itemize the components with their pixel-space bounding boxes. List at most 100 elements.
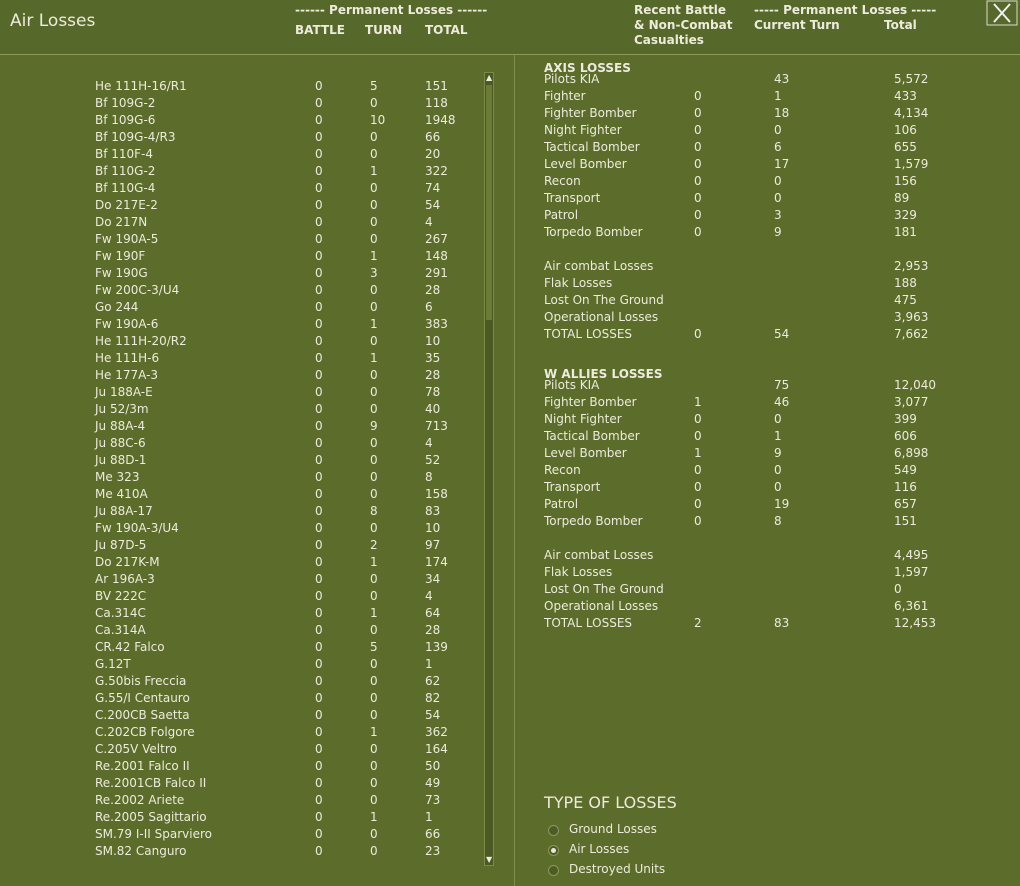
loss-value: 0 (315, 232, 323, 246)
loss-value: 0 (774, 480, 782, 494)
loss-value: 73 (425, 793, 441, 807)
loss-value: 66 (425, 130, 441, 144)
loss-value: 0 (694, 497, 702, 511)
loss-value: 64 (425, 606, 441, 620)
loss-value: 549 (894, 463, 917, 477)
loss-value: 0 (370, 572, 378, 586)
aircraft-name: Bf 109G-6 (95, 113, 156, 127)
loss-value: 0 (370, 181, 378, 195)
aircraft-name: Go 244 (95, 300, 139, 314)
loss-value: 0 (315, 283, 323, 297)
loss-value: 50 (425, 759, 441, 773)
loss-value: 8 (774, 514, 782, 528)
loss-value: 0 (694, 191, 702, 205)
radio-label: Ground Losses (569, 822, 657, 836)
loss-value: 1,597 (894, 565, 929, 579)
loss-value: 118 (425, 96, 448, 110)
loss-value: 475 (894, 293, 917, 307)
loss-value: 0 (694, 157, 702, 171)
loss-value: 4,134 (894, 106, 929, 120)
loss-value: 383 (425, 317, 448, 331)
loss-value: 8 (425, 470, 433, 484)
aircraft-name: He 111H-16/R1 (95, 79, 187, 93)
loss-value: 1 (694, 395, 702, 409)
loss-label: Transport (544, 480, 601, 494)
loss-value: 2 (370, 538, 378, 552)
loss-value: 151 (894, 514, 917, 528)
loss-label: Transport (544, 191, 601, 205)
aircraft-name: C.200CB Saetta (95, 708, 190, 722)
column-header: BATTLE (295, 23, 345, 37)
loss-label: Operational Losses (544, 599, 659, 613)
aircraft-name: G.12T (95, 657, 131, 671)
loss-value: 23 (425, 844, 441, 858)
loss-value: 28 (425, 368, 441, 382)
loss-value: 0 (315, 215, 323, 229)
scroll-thumb[interactable] (486, 85, 492, 320)
loss-value: 0 (370, 776, 378, 790)
loss-label: Level Bomber (544, 157, 627, 171)
loss-value: 291 (425, 266, 448, 280)
loss-label: Flak Losses (544, 276, 613, 290)
aircraft-name: Fw 190A-6 (95, 317, 159, 331)
loss-value: 6 (774, 140, 782, 154)
loss-value: 0 (694, 140, 702, 154)
loss-value: 0 (370, 96, 378, 110)
loss-value: 1 (774, 89, 782, 103)
loss-value: 0 (694, 106, 702, 120)
loss-value: 10 (425, 334, 441, 348)
loss-value: 606 (894, 429, 917, 443)
loss-value: 8 (370, 504, 378, 518)
scroll-arrow[interactable]: ▲ (486, 73, 493, 82)
loss-value: 713 (425, 419, 448, 433)
loss-value: 0 (694, 514, 702, 528)
loss-value: 75 (774, 378, 790, 392)
radio-button[interactable] (548, 845, 559, 856)
loss-value: 433 (894, 89, 917, 103)
aircraft-name: Fw 200C-3/U4 (95, 283, 180, 297)
loss-value: 5,572 (894, 72, 929, 86)
radio-button[interactable] (548, 865, 559, 876)
column-group: ----- Permanent Losses ----- (754, 3, 937, 17)
column-header: Current Turn (754, 18, 840, 32)
aircraft-name: Bf 109G-2 (95, 96, 156, 110)
loss-value: 1 (370, 555, 378, 569)
loss-value: 43 (774, 72, 790, 86)
scrollbar[interactable] (484, 72, 494, 866)
radio-button[interactable] (548, 825, 559, 836)
loss-label: Air combat Losses (544, 548, 654, 562)
aircraft-name: He 111H-6 (95, 351, 160, 365)
loss-value: 0 (370, 691, 378, 705)
loss-value: 0 (694, 174, 702, 188)
aircraft-name: He 111H-20/R2 (95, 334, 187, 348)
loss-value: 28 (425, 623, 441, 637)
loss-value: 362 (425, 725, 448, 739)
loss-value: 66 (425, 827, 441, 841)
loss-value: 0 (315, 776, 323, 790)
close-button[interactable] (986, 0, 1018, 26)
loss-value: 0 (370, 589, 378, 603)
loss-value: 0 (315, 96, 323, 110)
scroll-arrow[interactable]: ▼ (486, 855, 493, 864)
loss-value: 0 (370, 827, 378, 841)
loss-value: 0 (370, 453, 378, 467)
header-bar (0, 0, 1020, 55)
loss-value: 0 (315, 759, 323, 773)
aircraft-name: Fw 190G (95, 266, 148, 280)
loss-value: 0 (315, 521, 323, 535)
loss-value: 52 (425, 453, 441, 467)
aircraft-name: Bf 110G-4 (95, 181, 156, 195)
aircraft-name: Ju 88C-6 (95, 436, 146, 450)
loss-label: Recon (544, 174, 581, 188)
loss-value: 1 (370, 725, 378, 739)
loss-label: Pilots KIA (544, 72, 600, 86)
loss-value: 10 (425, 521, 441, 535)
aircraft-name: Ca.314A (95, 623, 146, 637)
loss-value: 5 (370, 640, 378, 654)
loss-value: 0 (315, 555, 323, 569)
loss-value: 0 (315, 657, 323, 671)
loss-value: 28 (425, 283, 441, 297)
loss-value: 106 (894, 123, 917, 137)
loss-value: 83 (425, 504, 441, 518)
